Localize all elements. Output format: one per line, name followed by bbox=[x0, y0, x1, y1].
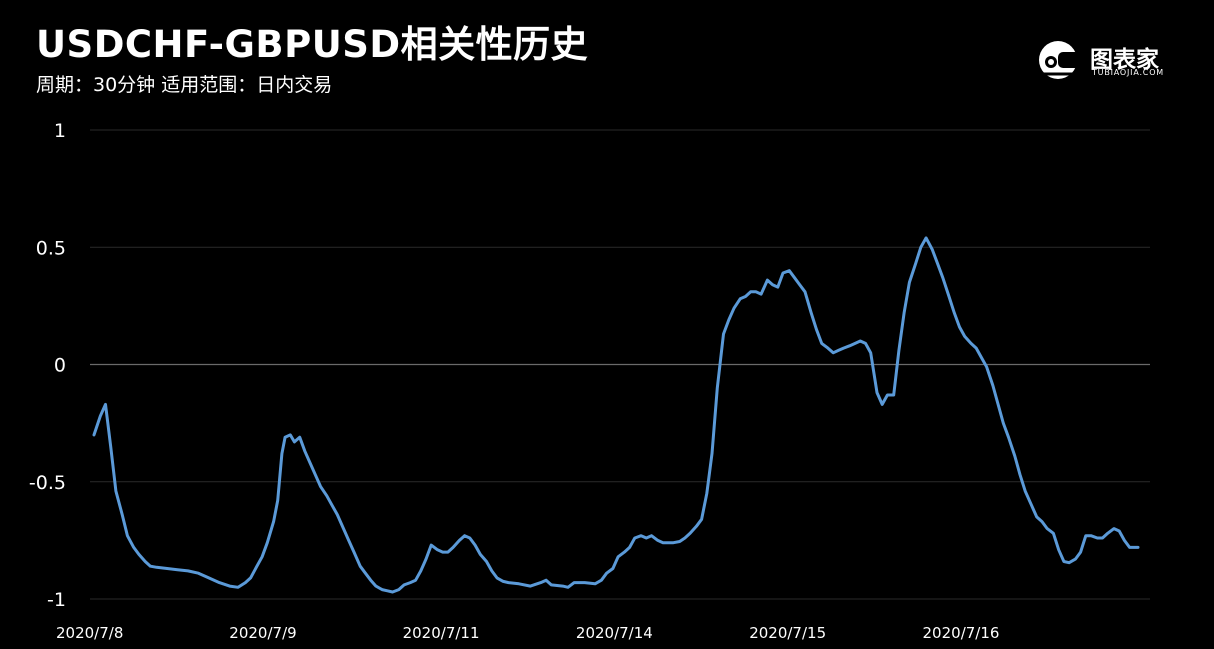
x-tick-label: 2020/7/11 bbox=[403, 624, 480, 642]
x-tick-label: 2020/7/14 bbox=[576, 624, 653, 642]
y-axis-ticks: 1 0.5 0 -0.5 -1 bbox=[29, 120, 66, 611]
chart-subtitle: 周期：30分钟 适用范围：日内交易 bbox=[36, 74, 333, 96]
x-tick-label: 2020/7/9 bbox=[229, 624, 296, 642]
brand-name: 图表家 bbox=[1090, 47, 1159, 73]
y-tick-label: -1 bbox=[47, 589, 66, 611]
series-group bbox=[92, 236, 1140, 594]
series-line bbox=[92, 236, 1140, 594]
y-tick-label: -0.5 bbox=[29, 472, 66, 494]
x-tick-label: 2020/7/15 bbox=[749, 624, 826, 642]
x-tick-label: 2020/7/8 bbox=[56, 624, 123, 642]
helmet-logo-icon bbox=[1039, 41, 1080, 79]
x-axis-ticks: 2020/7/8 2020/7/9 2020/7/11 2020/7/14 2020/7… bbox=[56, 624, 999, 642]
brand-url: TUBIAOJIA.COM bbox=[1092, 68, 1164, 77]
x-tick-label: 2020/7/16 bbox=[923, 624, 1000, 642]
y-tick-label: 1 bbox=[54, 120, 66, 142]
y-tick-label: 0 bbox=[54, 355, 66, 377]
chart-title: USDCHF-GBPUSD相关性历史 bbox=[36, 23, 589, 66]
y-tick-label: 0.5 bbox=[36, 237, 66, 259]
brand-logo: 图表家 TUBIAOJIA.COM bbox=[1036, 38, 1168, 82]
grid-lines bbox=[90, 129, 1150, 600]
